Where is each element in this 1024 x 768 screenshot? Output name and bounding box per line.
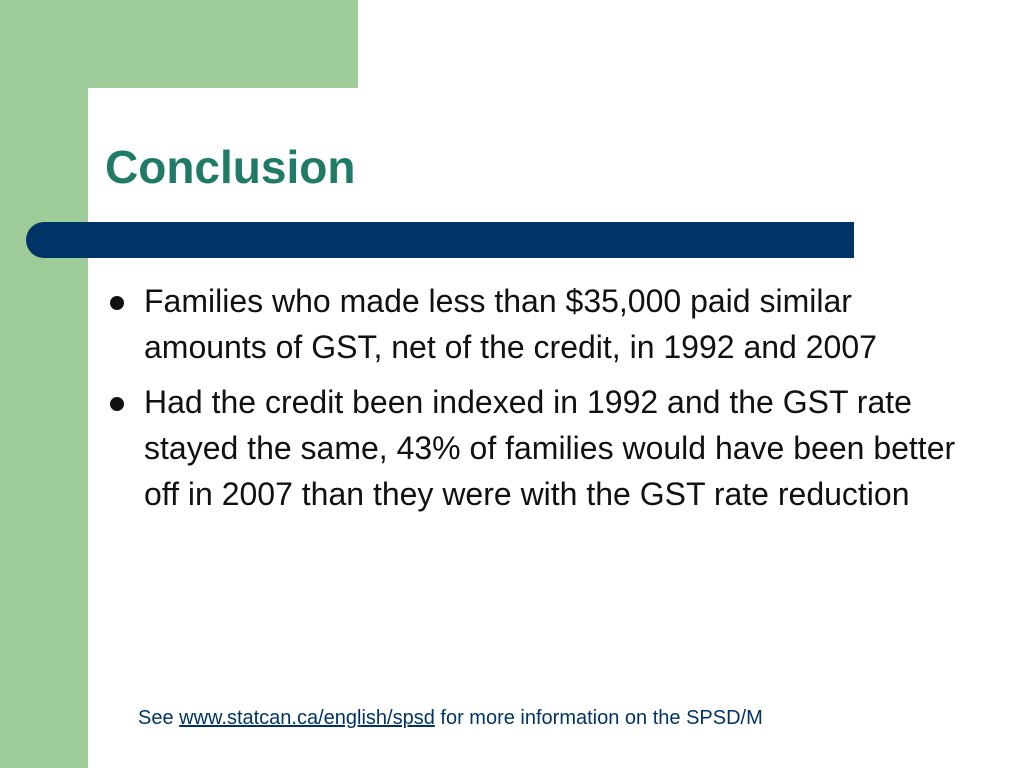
statcan-link[interactable]: www.statcan.ca/english/spsd [179,707,435,729]
bullet-text: Had the credit been indexed in 1992 and … [144,384,956,512]
bullet-dot-icon [110,397,124,411]
footer-note: See www.statcan.ca/english/spsd for more… [138,707,763,730]
bullet-text: Families who made less than $35,000 paid… [144,283,877,365]
title-divider-bar [26,222,854,258]
rounded-corner-decoration [88,88,208,208]
footer-prefix: See [138,707,180,729]
footer-suffix: for more information on the SPSD/M [434,707,763,729]
bullet-item: Had the credit been indexed in 1992 and … [110,379,960,517]
bullet-item: Families who made less than $35,000 paid… [110,278,960,370]
slide-title: Conclusion [105,141,356,193]
bullet-dot-icon [110,296,124,310]
bullet-list: Families who made less than $35,000 paid… [110,278,960,526]
green-top-band [0,0,358,88]
green-side-band [0,0,88,768]
